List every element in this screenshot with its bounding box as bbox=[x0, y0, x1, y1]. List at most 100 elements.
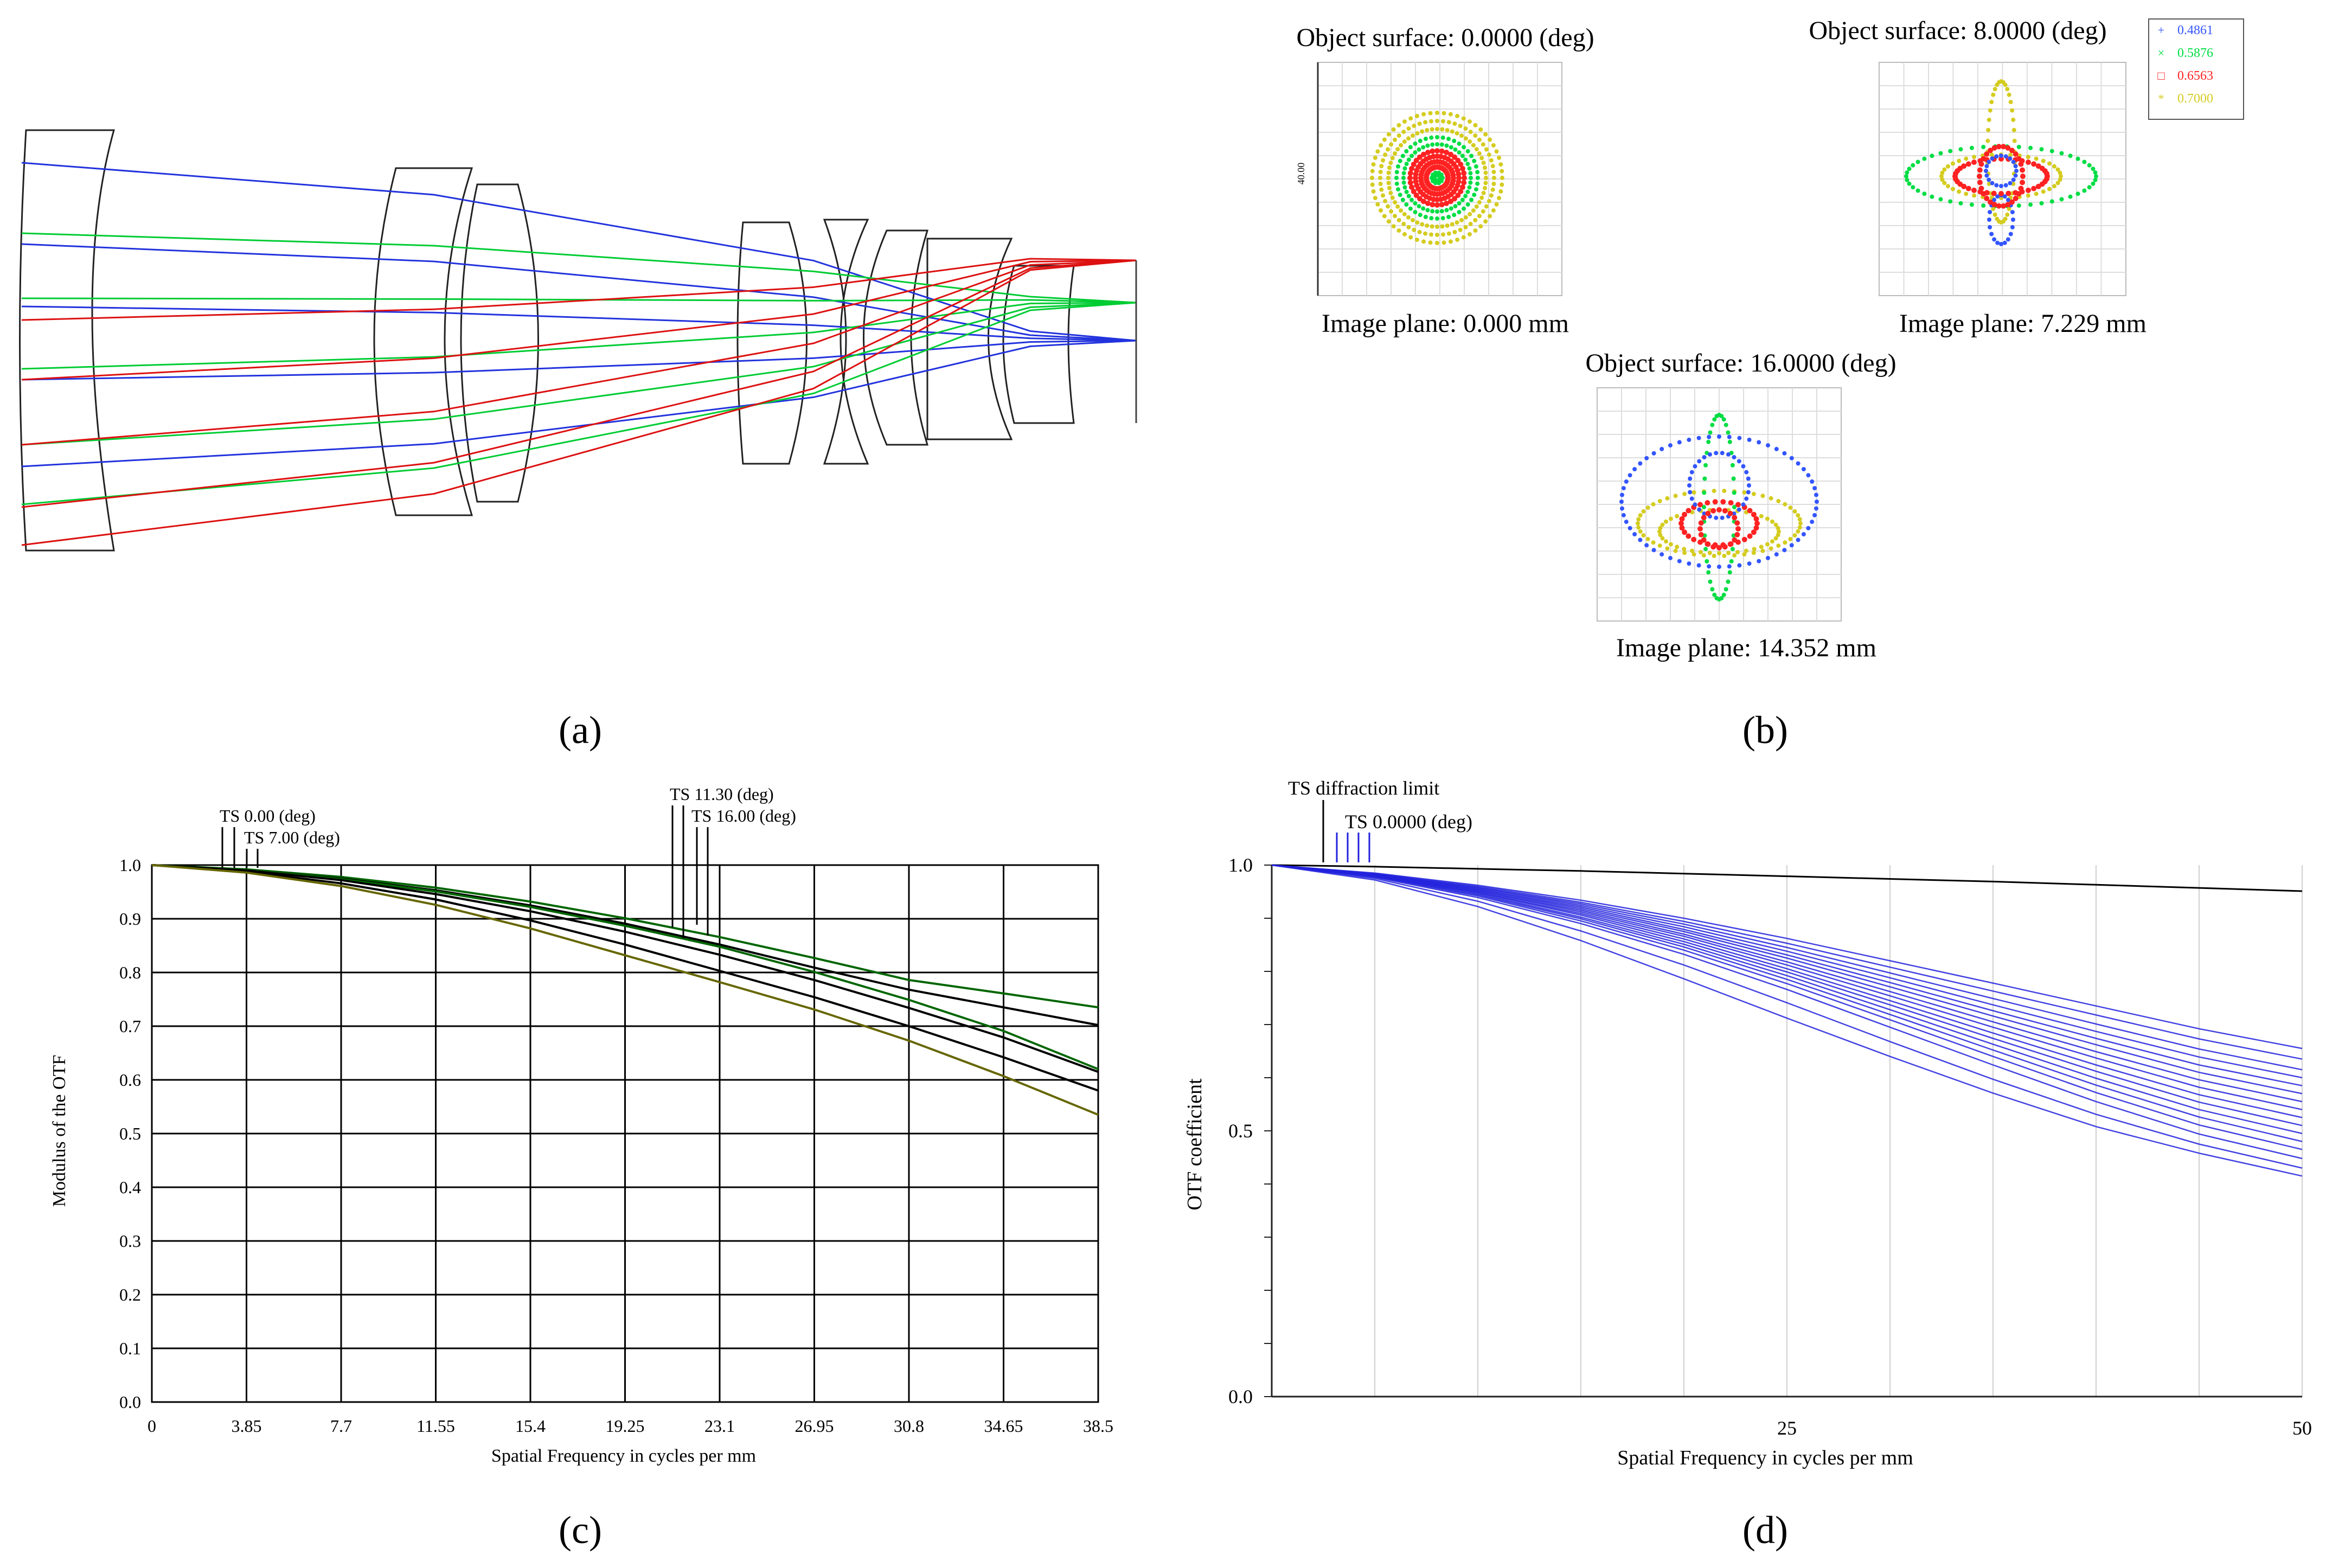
spot3-grid bbox=[1597, 387, 1842, 622]
spot-point bbox=[1489, 193, 1494, 198]
spot-point bbox=[1383, 199, 1388, 203]
spot-point bbox=[1393, 137, 1397, 142]
spot-point bbox=[1439, 148, 1445, 154]
spot-point bbox=[1717, 434, 1721, 439]
spot-point bbox=[1481, 161, 1486, 165]
spot-point bbox=[1417, 204, 1421, 209]
spot-point bbox=[1469, 176, 1473, 180]
spot-point bbox=[1402, 166, 1407, 171]
spot-point bbox=[1468, 221, 1473, 226]
spot-point bbox=[1401, 130, 1406, 135]
mtf-y-tick-label: 0.9 bbox=[119, 909, 141, 929]
spot-point bbox=[1972, 155, 1977, 159]
spot-point bbox=[1396, 133, 1401, 138]
spot-point bbox=[1444, 208, 1449, 213]
mtf-series-5 bbox=[151, 864, 1099, 1092]
spot-point bbox=[1765, 516, 1770, 521]
spot-point bbox=[1425, 143, 1430, 148]
spot-point bbox=[1940, 177, 1945, 182]
spot-point bbox=[1373, 196, 1377, 201]
otf-curves bbox=[1271, 864, 2303, 1177]
spot-point bbox=[1687, 561, 1691, 566]
spot-point bbox=[1446, 215, 1451, 219]
spot-point bbox=[1463, 126, 1468, 131]
spot-point bbox=[1815, 500, 1819, 504]
spot-point bbox=[1753, 525, 1759, 531]
otf-series-17 bbox=[1271, 864, 2303, 1177]
legend-wavelength: 0.7000 bbox=[2177, 92, 2213, 106]
spot-point bbox=[1484, 204, 1489, 209]
spot-point bbox=[1435, 142, 1439, 146]
spot-point bbox=[1440, 127, 1445, 132]
spot-point bbox=[1417, 121, 1422, 126]
spot-point bbox=[2026, 159, 2031, 165]
spot-point bbox=[1379, 164, 1384, 169]
otf-x-axis-label: Spatial Frequency in cycles per mm bbox=[1617, 1447, 1913, 1469]
spot-point bbox=[1990, 156, 1995, 161]
spot-point bbox=[1439, 209, 1444, 214]
spot-point bbox=[1697, 502, 1703, 508]
otf-tick-labels: 25 50 0.0 0.5 1.0 bbox=[1228, 854, 2312, 1439]
spot-point bbox=[1753, 516, 1759, 522]
spot-point bbox=[1722, 489, 1727, 494]
spot-point bbox=[1658, 526, 1663, 530]
spot-point bbox=[2005, 197, 2010, 202]
spot-point bbox=[1468, 180, 1473, 185]
spot-point bbox=[2008, 232, 2013, 236]
spot-point bbox=[1420, 129, 1425, 134]
spot-point bbox=[1441, 240, 1446, 245]
spot-point bbox=[1673, 548, 1678, 553]
spot-point bbox=[1481, 142, 1485, 147]
mtf-curves bbox=[151, 864, 1099, 1116]
spot-point bbox=[2091, 167, 2096, 171]
spot-point bbox=[2055, 167, 2060, 172]
mtf-series-4 bbox=[151, 864, 1099, 1073]
spot-point bbox=[1730, 463, 1735, 468]
spot-point bbox=[1370, 176, 1374, 180]
spot-point bbox=[1987, 118, 1991, 122]
mtf-y-tick-label: 0.6 bbox=[119, 1070, 141, 1090]
spot-point bbox=[1452, 213, 1457, 217]
spot-point bbox=[1712, 592, 1717, 597]
spot-point bbox=[1481, 190, 1486, 195]
spot-point bbox=[1978, 161, 1984, 167]
spot-point bbox=[1411, 162, 1417, 167]
spot-point bbox=[1435, 119, 1439, 123]
spot-point bbox=[1732, 553, 1737, 558]
spot-point bbox=[1757, 559, 1761, 564]
spot-point bbox=[1473, 133, 1478, 138]
spot-point bbox=[1435, 127, 1439, 131]
spot-point bbox=[1757, 440, 1761, 445]
spot-point bbox=[2068, 194, 2073, 199]
spot-point bbox=[1939, 174, 1944, 178]
spot-point bbox=[1423, 137, 1428, 141]
spot-point bbox=[1659, 552, 1664, 557]
spot-point bbox=[2013, 164, 2018, 169]
otf-annotations: TS diffraction limit TS 0.0000 (deg) bbox=[1288, 777, 1472, 862]
panel-label-d: (d) bbox=[1742, 1508, 1788, 1552]
spot-point bbox=[1379, 208, 1383, 213]
spot-point bbox=[1474, 187, 1478, 192]
spot-point bbox=[1801, 467, 1806, 471]
spot-point bbox=[1406, 194, 1411, 199]
otf-annotation-label: TS 0.0000 (deg) bbox=[1345, 811, 1472, 833]
spot-point bbox=[1381, 158, 1386, 163]
spot-point bbox=[1455, 238, 1460, 242]
spot-point bbox=[1404, 162, 1409, 167]
spot-point bbox=[1371, 189, 1376, 194]
spot-point bbox=[1999, 242, 2003, 246]
spot-point bbox=[1430, 148, 1436, 154]
spot-point bbox=[1701, 553, 1706, 558]
spot-point bbox=[1651, 548, 1656, 553]
spot-point bbox=[1474, 204, 1479, 209]
spot-point bbox=[1984, 195, 1990, 201]
spot-point bbox=[1657, 498, 1662, 503]
spot-point bbox=[1702, 476, 1707, 481]
spot-point bbox=[1702, 455, 1707, 459]
spot-point bbox=[1907, 167, 1912, 171]
spot-point bbox=[1402, 119, 1407, 124]
spot-point bbox=[1657, 543, 1662, 548]
spot-point bbox=[1737, 507, 1741, 512]
spot3-object-title: Object surface: 16.0000 (deg) bbox=[1585, 349, 1896, 377]
spot-point bbox=[1421, 206, 1426, 211]
